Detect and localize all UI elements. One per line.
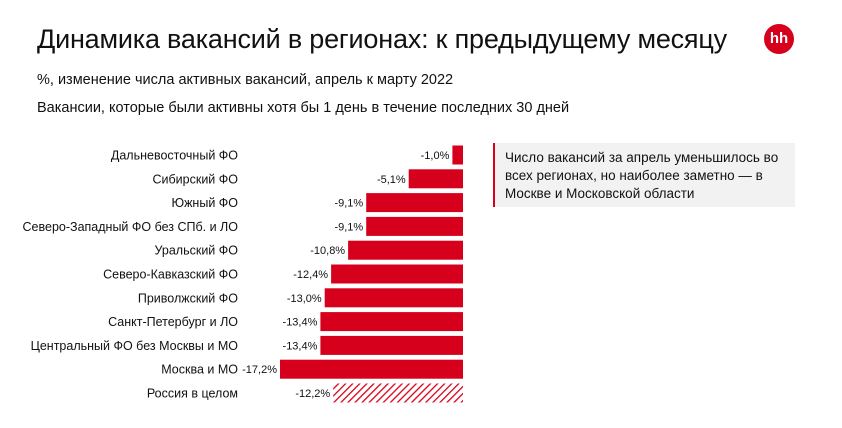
category-label: Южный ФО [171,196,238,210]
category-label: Россия в целом [147,387,238,401]
value-label: -9,1% [334,198,363,210]
bar [408,169,463,189]
bar [366,193,463,213]
bar [348,240,463,260]
category-label: Дальневосточный ФО [111,149,238,163]
category-label: Центральный ФО без Москвы и МО [31,339,239,353]
bar [452,145,463,165]
category-label: Уральский ФО [155,244,239,258]
category-label: Приволжский ФО [138,291,238,305]
category-label: Санкт-Петербург и ЛО [108,315,238,329]
subtitle-secondary: Вакансии, которые были активны хотя бы 1… [37,100,570,116]
bar [366,216,463,236]
value-label: -10,8% [310,245,345,257]
bar [280,359,463,379]
bar [333,383,463,403]
value-label: -13,0% [287,293,322,305]
hh-logo: hh [764,24,794,54]
subtitle: %, изменение числа активных вакансий, ап… [37,72,454,88]
value-label: -12,2% [295,388,330,400]
bar [324,288,463,308]
value-label: -12,4% [293,269,328,281]
value-label: -5,1% [377,174,406,186]
bar [331,264,463,284]
category-label: Северо-Западный ФО без СПб. и ЛО [23,220,239,234]
value-label: -17,2% [242,364,277,376]
bar [320,312,463,332]
category-label: Москва и МО [161,363,238,377]
value-label: -9,1% [334,221,363,233]
value-label: -13,4% [283,317,318,329]
page-title: Динамика вакансий в регионах: к предыдущ… [37,24,727,54]
bar [320,335,463,355]
value-label: -13,4% [283,340,318,352]
annotation-note: Число вакансий за апрель уменьшилось во … [493,143,795,207]
category-label: Сибирский ФО [153,172,239,186]
category-label: Северо-Кавказский ФО [103,268,238,282]
value-label: -1,0% [421,150,450,162]
